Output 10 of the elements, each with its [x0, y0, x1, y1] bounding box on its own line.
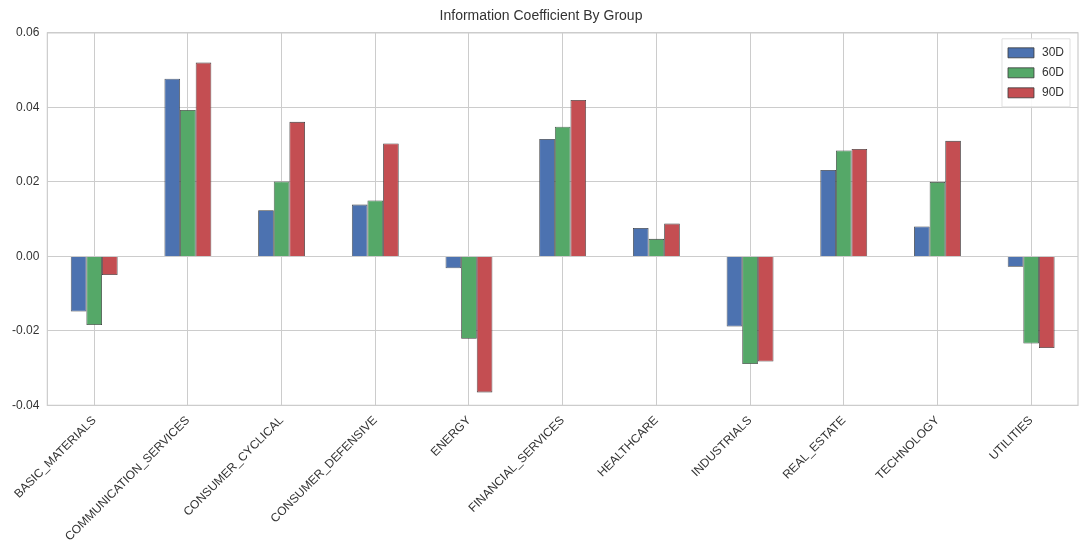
legend-label: 60D [1041, 65, 1065, 80]
y-tick-label: 0.04 [15, 99, 40, 114]
chart-title: Information Coefficient By Group [439, 7, 643, 24]
y-tick-label: -0.04 [11, 397, 40, 412]
y-tick-label: 0.02 [15, 174, 40, 189]
legend-label: 30D [1041, 45, 1065, 60]
legend-label: 90D [1041, 85, 1065, 100]
y-tick-label: -0.02 [11, 323, 40, 338]
y-tick-label: 0.06 [15, 25, 40, 40]
y-tick-label: 0.00 [15, 248, 40, 263]
